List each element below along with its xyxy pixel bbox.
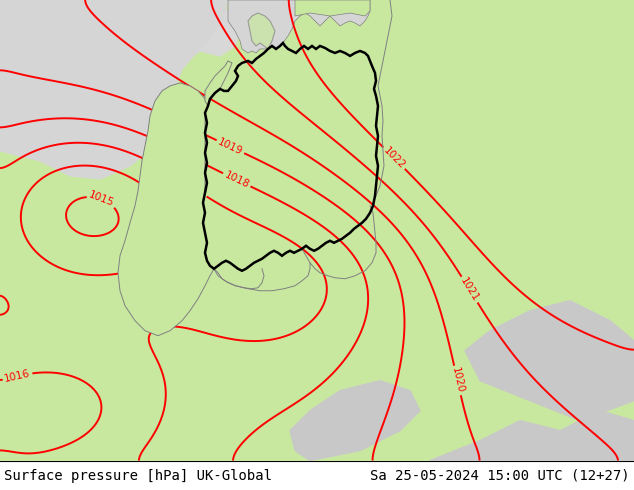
Text: 1022: 1022 xyxy=(381,145,407,171)
Polygon shape xyxy=(0,0,220,171)
Text: Sa 25-05-2024 15:00 UTC (12+27): Sa 25-05-2024 15:00 UTC (12+27) xyxy=(370,469,630,483)
Polygon shape xyxy=(0,0,634,461)
Text: 1019: 1019 xyxy=(216,137,245,157)
Text: 1020: 1020 xyxy=(450,367,465,394)
Text: 1021: 1021 xyxy=(458,276,481,303)
Polygon shape xyxy=(248,13,275,49)
Polygon shape xyxy=(228,0,370,53)
Text: 1015: 1015 xyxy=(87,190,116,209)
Polygon shape xyxy=(430,411,634,461)
Text: 1016: 1016 xyxy=(131,258,158,276)
Text: 1016: 1016 xyxy=(4,368,32,384)
Polygon shape xyxy=(205,61,232,106)
Polygon shape xyxy=(290,381,420,461)
Text: 1018: 1018 xyxy=(223,170,251,190)
Polygon shape xyxy=(118,83,214,336)
Text: 1017: 1017 xyxy=(180,177,208,199)
Polygon shape xyxy=(295,0,370,16)
Polygon shape xyxy=(0,0,240,176)
Polygon shape xyxy=(0,0,634,41)
Polygon shape xyxy=(0,0,228,179)
Polygon shape xyxy=(465,301,634,420)
Text: Surface pressure [hPa] UK-Global: Surface pressure [hPa] UK-Global xyxy=(4,469,272,483)
